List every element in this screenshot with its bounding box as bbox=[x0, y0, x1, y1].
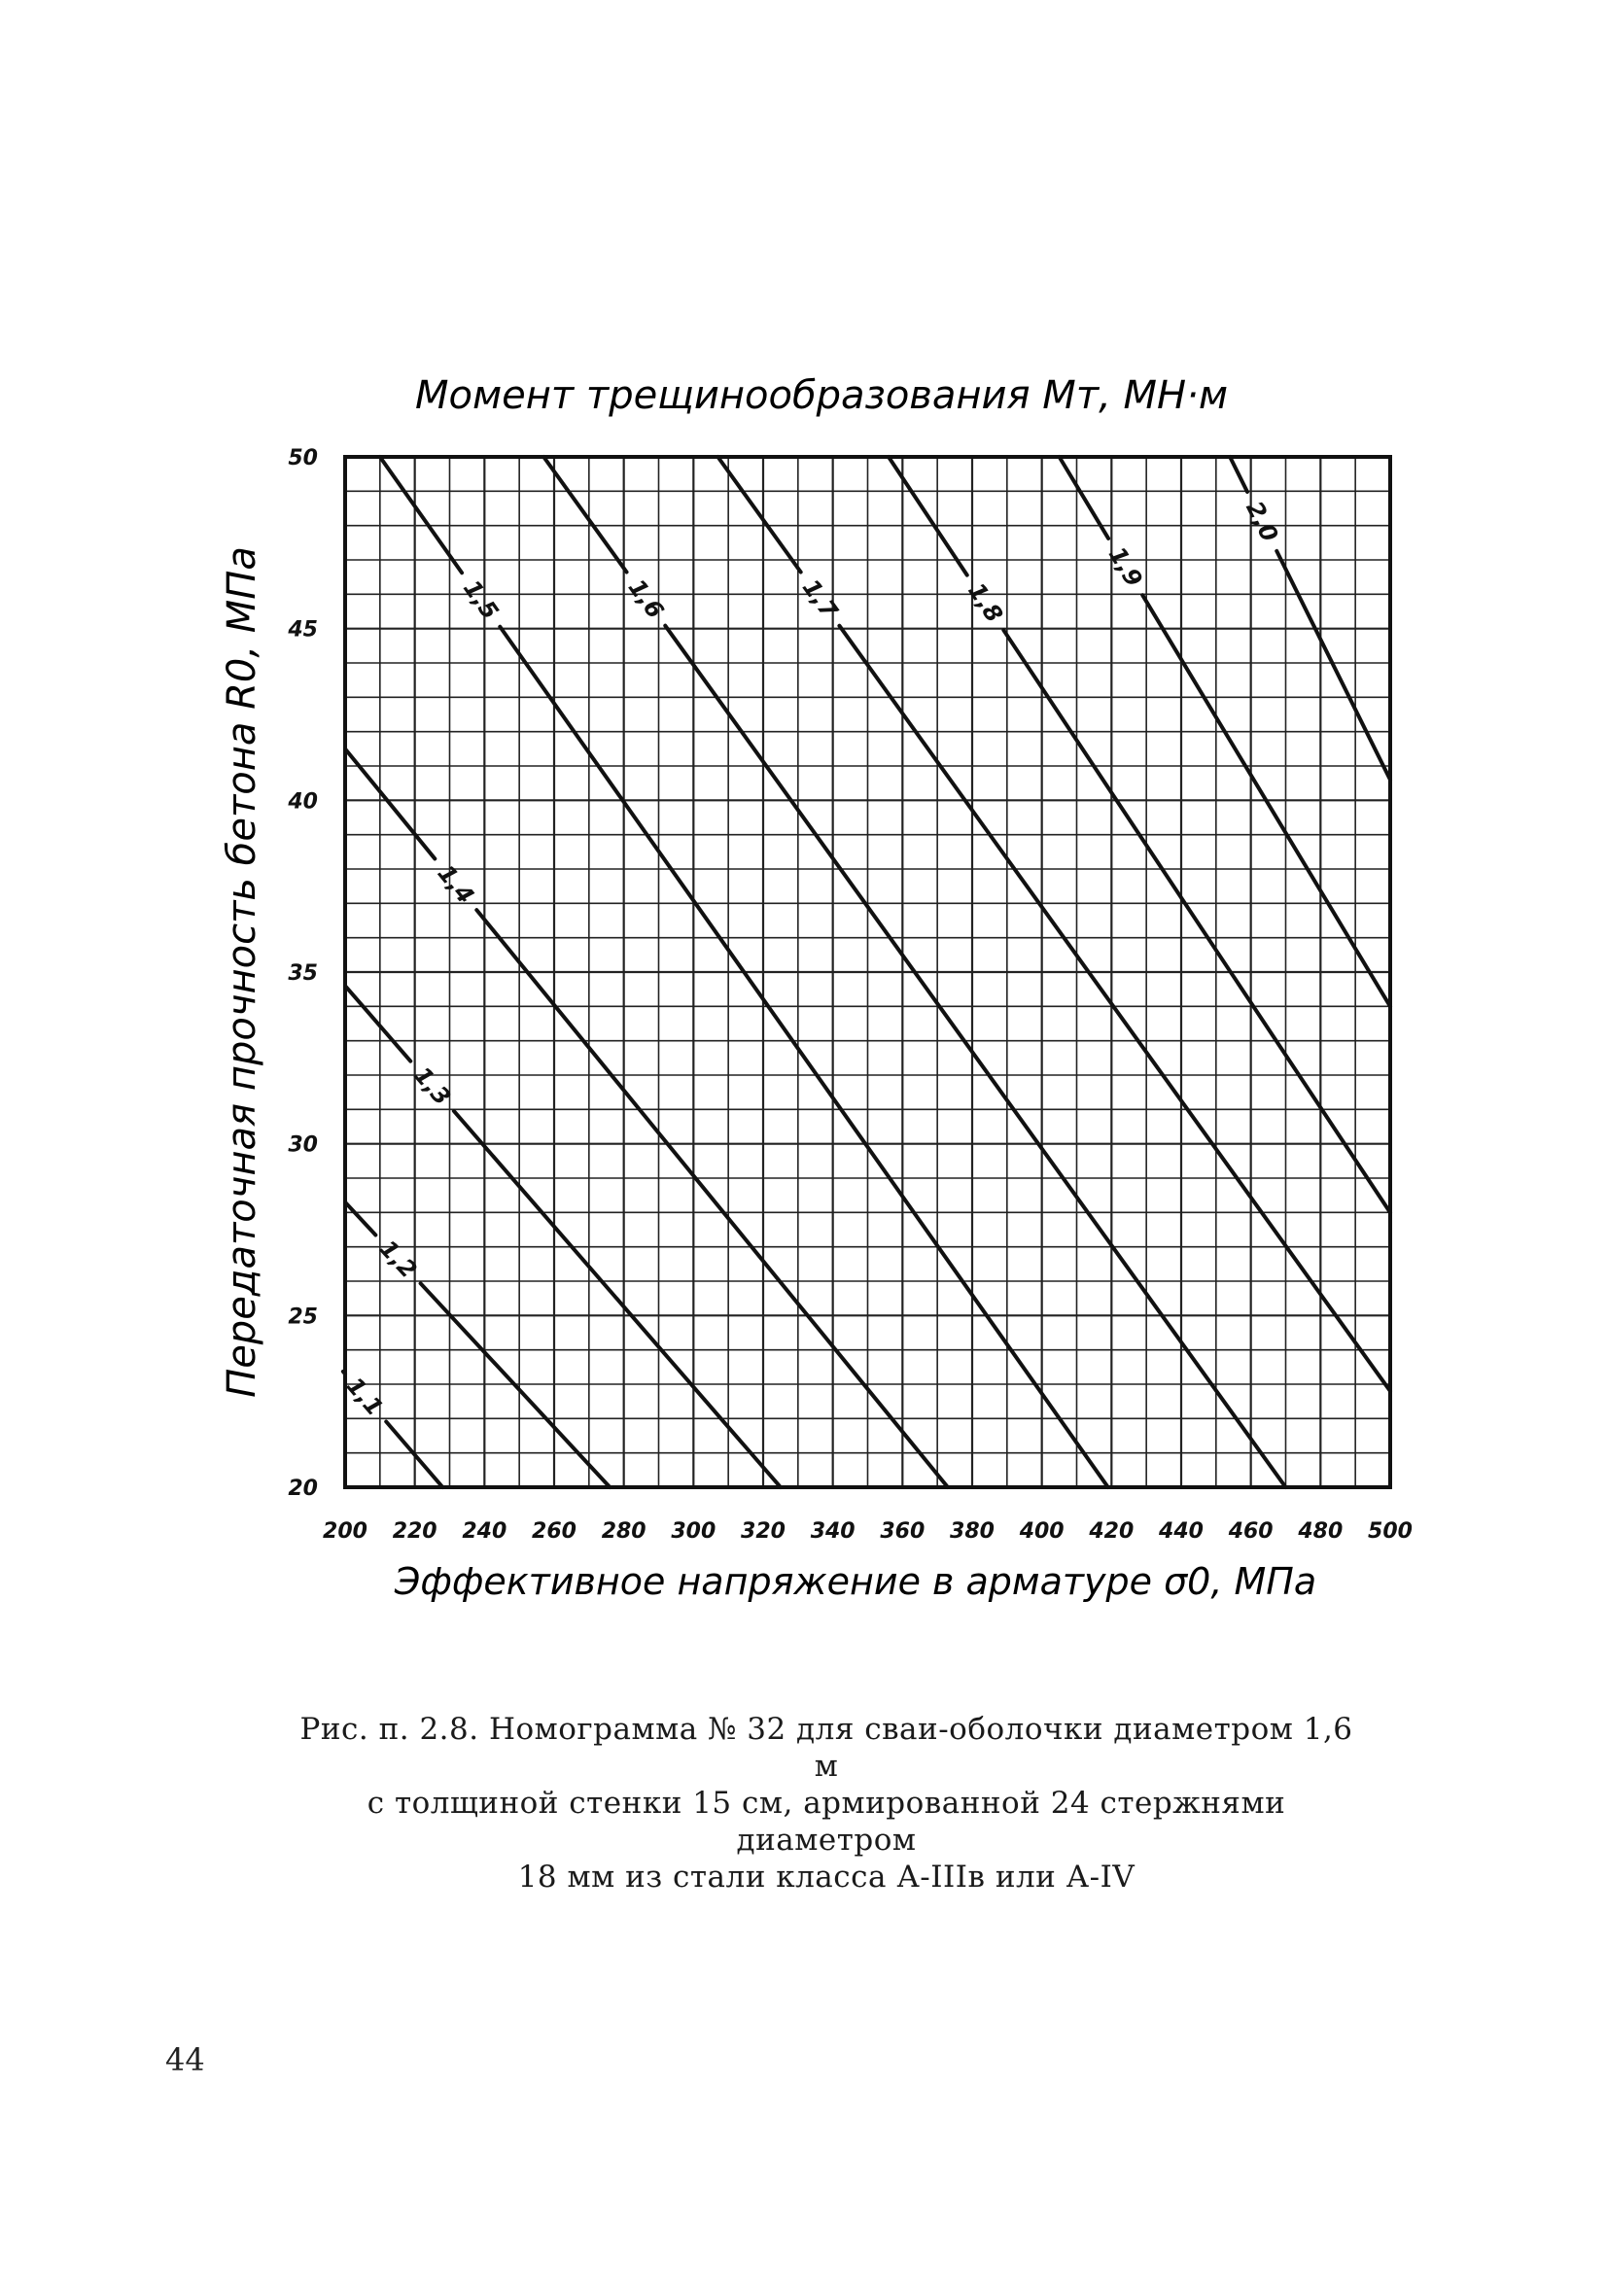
tick-labels: 200 220 240 260 280 300 320 340 360 380 400 420 440 4… bbox=[287, 446, 1413, 1544]
x-tick-label: 360 bbox=[880, 1519, 925, 1544]
y-tick-label: 25 bbox=[288, 1305, 318, 1329]
page-number: 44 bbox=[165, 2041, 205, 2078]
grid bbox=[343, 455, 1392, 1489]
y-tick-label: 40 bbox=[287, 789, 318, 814]
series-line-segment bbox=[1140, 593, 1392, 1009]
x-tick-label: 380 bbox=[950, 1519, 995, 1544]
x-tick-label: 280 bbox=[602, 1519, 646, 1544]
x-axis-label: Эффективное напряжение в арматуре σ0, МП… bbox=[394, 1560, 1316, 1603]
series-line-segment bbox=[1001, 628, 1392, 1215]
series-label: 1,1 bbox=[341, 1372, 389, 1420]
series-line-segment bbox=[498, 624, 1110, 1489]
series-line-segment bbox=[1275, 548, 1392, 783]
y-axis-label: Передаточная прочность бетона R0, МПа bbox=[220, 546, 264, 1398]
y-tick-label: 20 bbox=[288, 1477, 318, 1501]
x-tick-label: 500 bbox=[1368, 1519, 1413, 1544]
x-tick-label: 260 bbox=[532, 1519, 576, 1544]
series-line-segment bbox=[451, 1108, 783, 1489]
series-label: 1,7 bbox=[797, 574, 844, 624]
x-tick-label: 300 bbox=[671, 1519, 716, 1544]
series-line-segment bbox=[663, 623, 1288, 1489]
y-tick-label: 50 bbox=[288, 446, 318, 470]
series-label: 1,9 bbox=[1103, 542, 1148, 592]
series-line-segment bbox=[837, 623, 1392, 1394]
plot-frame bbox=[343, 455, 1392, 1489]
series-line-segment bbox=[474, 908, 950, 1489]
series-line-segment bbox=[1057, 455, 1111, 540]
caption-line-2: с толщиной стенки 15 см, армированной 24… bbox=[367, 1786, 1286, 1858]
series-line-segment bbox=[343, 747, 437, 861]
y-tick-label: 30 bbox=[288, 1133, 318, 1158]
series-label: 2,0 bbox=[1240, 497, 1283, 546]
x-tick-label: 400 bbox=[1019, 1519, 1065, 1544]
figure-caption: Рис. п. 2.8. Номограмма № 32 для сваи-об… bbox=[292, 1711, 1361, 1896]
caption-line-1: Рис. п. 2.8. Номограмма № 32 для сваи-об… bbox=[299, 1712, 1353, 1784]
x-tick-label: 200 bbox=[323, 1519, 367, 1544]
series-line-segment bbox=[887, 455, 969, 577]
x-tick-label: 220 bbox=[393, 1519, 437, 1544]
series-line-segment bbox=[1228, 455, 1250, 494]
x-tick-label: 420 bbox=[1088, 1519, 1134, 1544]
series-line-segment bbox=[343, 1200, 378, 1237]
series-line-segment bbox=[343, 984, 413, 1063]
series-label: 1,8 bbox=[962, 578, 1008, 628]
x-tick-label: 480 bbox=[1297, 1519, 1343, 1544]
x-tick-label: 460 bbox=[1228, 1519, 1274, 1544]
series-label: 1,6 bbox=[623, 574, 670, 624]
y-tick-label: 45 bbox=[287, 618, 318, 643]
y-tick-label: 35 bbox=[288, 961, 318, 986]
x-tick-label: 240 bbox=[462, 1519, 507, 1544]
series-label: 1,4 bbox=[433, 859, 480, 909]
x-tick-label: 320 bbox=[741, 1519, 786, 1544]
chart-title: Момент трещинообразования Мт, МН·м bbox=[415, 373, 1228, 418]
series-line-segment bbox=[716, 455, 803, 574]
series-line-segment bbox=[541, 455, 629, 574]
series-line-segment bbox=[377, 455, 465, 575]
series-line-segment bbox=[418, 1281, 612, 1489]
series-line-segment bbox=[384, 1419, 445, 1489]
x-tick-label: 340 bbox=[811, 1519, 856, 1544]
series-label: 1,5 bbox=[458, 575, 504, 625]
caption-line-3: 18 мм из стали класса А-IIIв или А-IV bbox=[517, 1860, 1135, 1895]
x-tick-label: 440 bbox=[1158, 1519, 1204, 1544]
